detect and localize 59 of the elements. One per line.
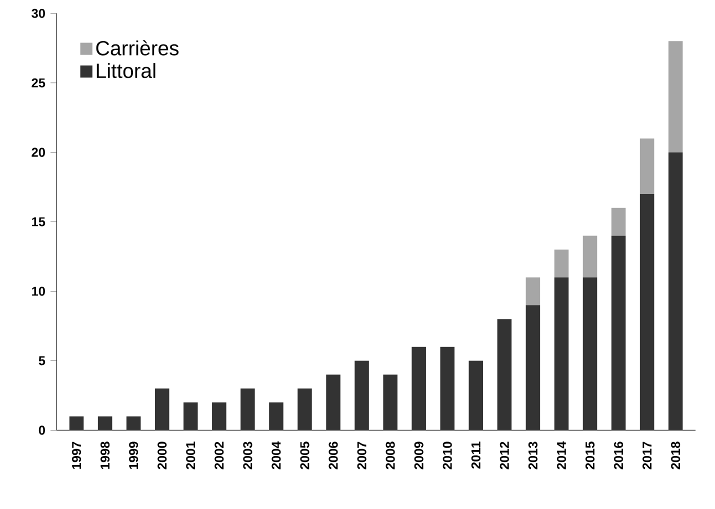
x-tick-label: 2016	[614, 442, 624, 470]
bar	[611, 236, 626, 430]
bar	[582, 236, 598, 278]
x-tick-label: 2010	[442, 442, 452, 470]
y-tick-label: 20	[32, 148, 45, 157]
x-tick-label: 2012	[500, 442, 509, 470]
bar	[554, 250, 569, 278]
y-tick-label: 10	[32, 286, 45, 296]
x-tick-label: 2003	[243, 442, 252, 470]
x-tick-label: 2018	[671, 442, 680, 470]
bar	[326, 374, 340, 430]
bar	[98, 416, 112, 430]
x-tick-label: 2001	[186, 442, 196, 470]
bar	[154, 388, 170, 430]
bar	[240, 388, 255, 430]
x-tick-label: 2011	[471, 442, 480, 469]
bar	[298, 388, 312, 430]
x-tick-label: 1999	[129, 442, 138, 469]
bar	[582, 277, 598, 430]
y-tick-label: 30	[32, 8, 45, 18]
legend-label: Littoral	[96, 63, 156, 78]
x-tick-label: 2008	[386, 442, 395, 470]
x-tick-label: 2009	[414, 442, 424, 470]
x-tick-label: 2000	[158, 442, 167, 470]
y-tick-label: 25	[32, 78, 46, 88]
bar	[383, 374, 398, 430]
bar	[412, 346, 426, 430]
legend-label: Carrières	[96, 40, 179, 56]
bar	[69, 416, 84, 430]
x-tick-label: 2013	[528, 442, 538, 470]
bar	[526, 277, 540, 306]
x-tick-label: 2007	[357, 442, 366, 470]
bar	[184, 402, 198, 430]
x-tick-label: 2004	[272, 441, 281, 470]
bar	[640, 138, 654, 194]
bar	[668, 41, 683, 152]
x-tick-label: 2005	[300, 442, 310, 470]
x-tick-label: 2002	[214, 442, 224, 470]
x-tick-label: 2017	[642, 442, 652, 470]
x-tick-label: 2014	[556, 441, 566, 470]
bar	[526, 305, 540, 430]
x-tick-label: 1998	[100, 442, 110, 469]
bar	[126, 416, 141, 430]
x-tick-label: 2015	[585, 442, 595, 470]
y-tick-label: 15	[32, 217, 46, 226]
bar	[440, 346, 454, 430]
bar	[554, 277, 569, 430]
bar	[668, 152, 683, 430]
bar	[611, 208, 626, 236]
bar	[212, 402, 226, 430]
x-tick-label: 1997	[72, 442, 82, 469]
y-tick-label: 5	[38, 356, 46, 366]
bar	[468, 360, 484, 430]
bar	[497, 319, 512, 430]
bar	[354, 360, 369, 430]
bar	[269, 402, 284, 430]
y-tick-label: 0	[38, 426, 45, 435]
bar	[640, 194, 654, 430]
x-tick-label: 2006	[328, 442, 338, 470]
